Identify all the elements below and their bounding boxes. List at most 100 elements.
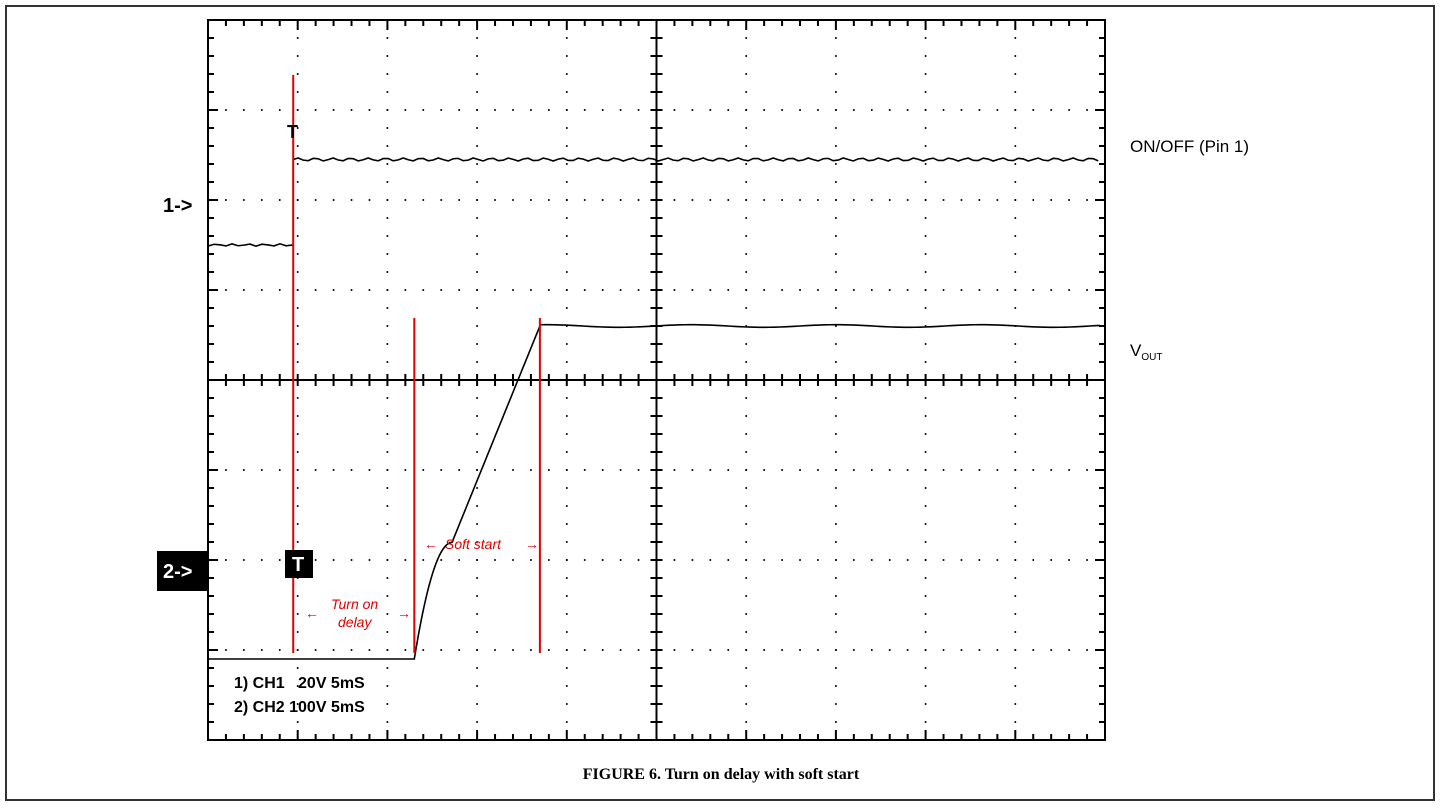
grid-dot (619, 649, 622, 651)
grid-dot (529, 469, 532, 471)
grid-dot (745, 235, 748, 237)
grid-dot (924, 595, 927, 597)
grid-dot (296, 253, 299, 255)
grid-dot (314, 469, 317, 471)
grid-dot (816, 289, 819, 291)
grid-dot (942, 109, 945, 111)
grid-dot (924, 469, 927, 471)
figure-frame (5, 5, 1435, 801)
grid-dot (1014, 199, 1017, 201)
grid-dot (260, 649, 263, 651)
grid-dot (1068, 289, 1071, 291)
grid-dot (960, 289, 963, 291)
grid-dot (1032, 199, 1035, 201)
grid-dot (260, 289, 263, 291)
grid-dot (673, 559, 676, 561)
grid-dot (745, 541, 748, 543)
grid-dot (404, 109, 407, 111)
grid-dot (1014, 343, 1017, 345)
grid-dot (834, 199, 837, 201)
grid-dot (781, 199, 784, 201)
grid-dot (745, 199, 748, 201)
grid-dot (350, 469, 353, 471)
grid-dot (547, 289, 550, 291)
grid-dot (673, 199, 676, 201)
grid-dot (242, 559, 245, 561)
grid-dot (296, 289, 299, 291)
grid-dot (1014, 289, 1017, 291)
grid-dot (565, 217, 568, 219)
grid-dot (924, 631, 927, 633)
grid-dot (476, 397, 479, 399)
grid-dot (350, 289, 353, 291)
grid-dot (745, 73, 748, 75)
grid-dot (1068, 469, 1071, 471)
grid-dot (852, 109, 855, 111)
grid-dot (386, 253, 389, 255)
grid-dot (296, 703, 299, 705)
grid-dot (565, 415, 568, 417)
grid-dot (296, 181, 299, 183)
grid-dot (960, 469, 963, 471)
grid-dot (476, 721, 479, 723)
grid-dot (565, 91, 568, 93)
grid-dot (476, 415, 479, 417)
grid-dot (494, 109, 497, 111)
grid-dot (476, 163, 479, 165)
grid-dot (296, 163, 299, 165)
grid-dot (386, 397, 389, 399)
grid-dot (745, 127, 748, 129)
grid-dot (834, 721, 837, 723)
grid-dot (942, 559, 945, 561)
grid-dot (763, 559, 766, 561)
grid-dot (1014, 109, 1017, 111)
grid-dot (529, 289, 532, 291)
grid-dot (960, 109, 963, 111)
grid-dot (924, 613, 927, 615)
grid-dot (296, 505, 299, 507)
grid-dot (494, 469, 497, 471)
grid-dot (1014, 217, 1017, 219)
grid-dot (386, 289, 389, 291)
grid-dot (565, 541, 568, 543)
grid-dot (565, 433, 568, 435)
grid-dot (924, 415, 927, 417)
grid-dot (888, 289, 891, 291)
grid-dot (296, 235, 299, 237)
grid-dot (870, 199, 873, 201)
soft-start-left-arrow: ← (424, 536, 438, 552)
grid-dot (942, 469, 945, 471)
grid-dot (1014, 91, 1017, 93)
grid-dot (727, 199, 730, 201)
grid-dot (1032, 109, 1035, 111)
grid-dot (565, 181, 568, 183)
grid-dot (476, 325, 479, 327)
grid-dot (296, 613, 299, 615)
grid-dot (745, 721, 748, 723)
grid-dot (547, 649, 550, 651)
grid-dot (458, 649, 461, 651)
grid-dot (834, 415, 837, 417)
grid-dot (996, 649, 999, 651)
grid-dot (906, 649, 909, 651)
grid-dot (476, 235, 479, 237)
turn-on-right-arrow: → (397, 605, 411, 621)
grid-dot (709, 289, 712, 291)
grid-dot (619, 199, 622, 201)
grid-dot (924, 73, 927, 75)
grid-dot (781, 649, 784, 651)
grid-dot (834, 307, 837, 309)
grid-dot (834, 667, 837, 669)
trigger-marker-ch2: T (292, 554, 304, 576)
grid-dot (781, 289, 784, 291)
grid-dot (476, 109, 479, 111)
grid-dot (996, 289, 999, 291)
grid-dot (924, 721, 927, 723)
grid-dot (332, 559, 335, 561)
grid-dot (745, 559, 748, 561)
grid-dot (386, 595, 389, 597)
grid-dot (565, 253, 568, 255)
grid-dot (1086, 649, 1089, 651)
grid-dot (476, 271, 479, 273)
grid-dot (476, 253, 479, 255)
